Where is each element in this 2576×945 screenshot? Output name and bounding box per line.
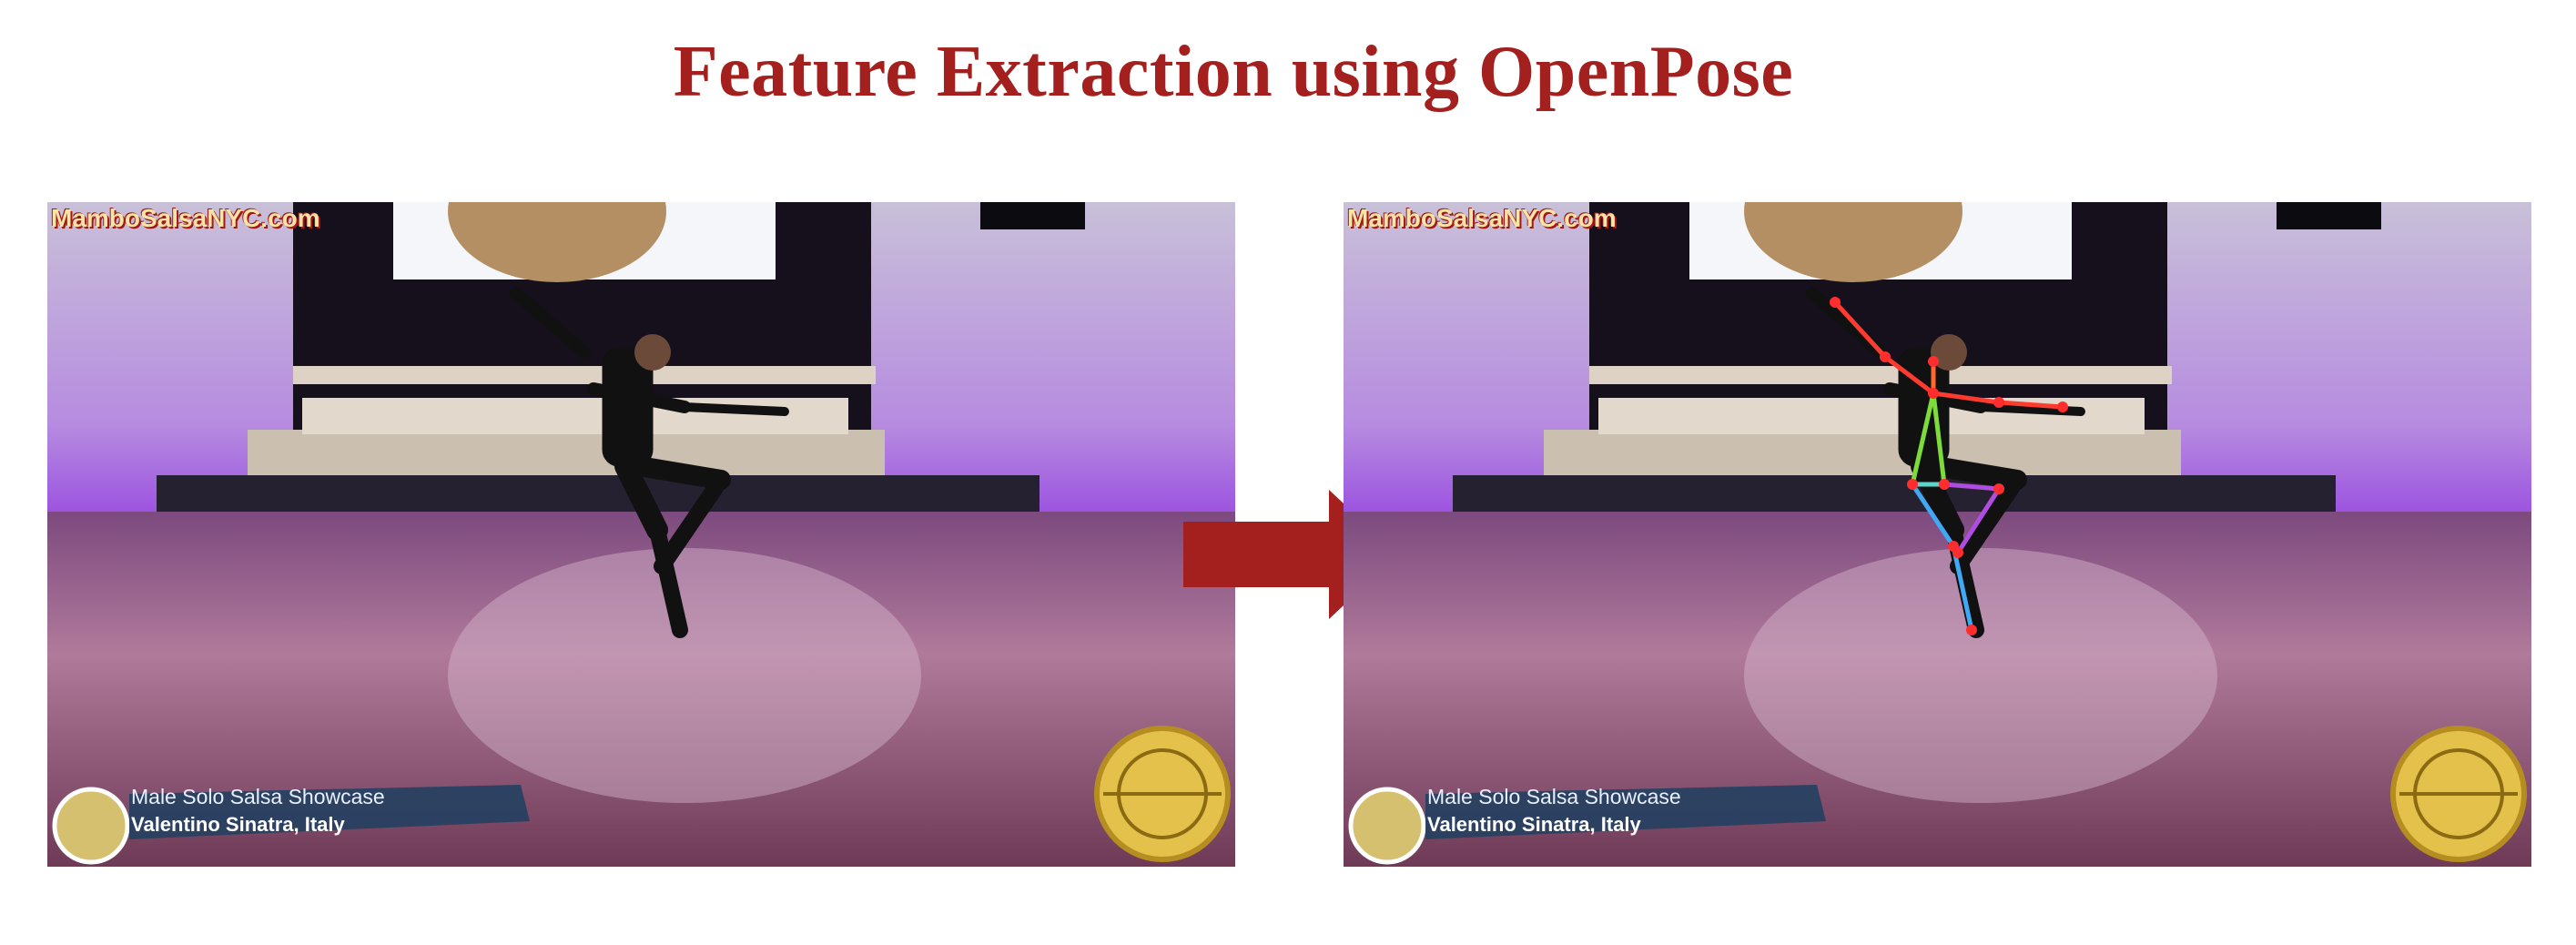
caption-event-title: Male Solo Salsa Showcase [131,785,385,808]
event-logo [2390,726,2527,862]
openpose-keypoints [1830,297,2068,635]
dance-stage-scene [1344,202,2531,867]
watermark-text: MamboSalsaNYC.com [1347,204,1617,232]
openpose-output-frame: MamboSalsaNYC.com Male Solo Salsa Showca… [1344,202,2531,867]
caption-event-title: Male Solo Salsa Showcase [1427,785,1681,808]
watermark-text: MamboSalsaNYC.com [51,204,320,232]
openpose-skeleton [1832,300,2065,633]
caption-dancer-name: Valentino Sinatra, Italy [1427,813,1641,836]
dance-stage-scene [47,202,1235,867]
original-video-frame: MamboSalsaNYC.com Male Solo Salsa Showca… [47,202,1235,867]
event-logo [1094,726,1231,862]
caption-dancer-name: Valentino Sinatra, Italy [131,813,345,836]
slide-title: Feature Extraction using OpenPose [673,32,1794,112]
